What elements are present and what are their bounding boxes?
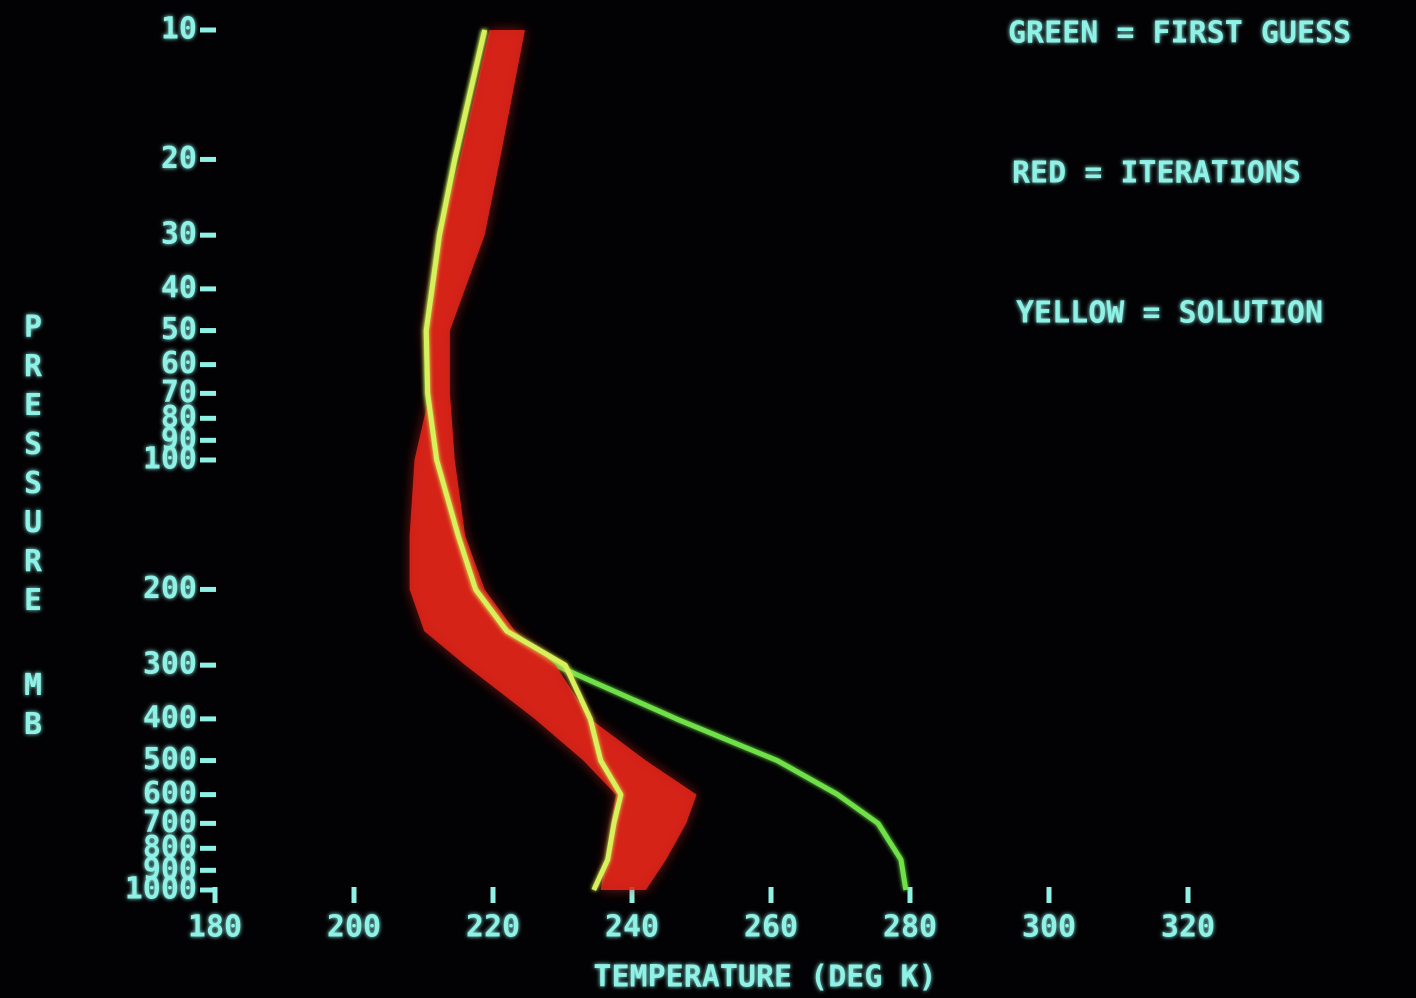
x-tick-label: 320	[1161, 910, 1215, 945]
x-tick-label: 280	[883, 910, 937, 945]
y-tick-label: 500	[143, 742, 197, 777]
y-axis-unit: MB	[16, 668, 51, 746]
x-tick-label: 180	[188, 910, 242, 945]
x-tick-label: 220	[466, 910, 520, 945]
legend-entry: RED = ITERATIONS	[1012, 156, 1301, 191]
y-tick-label: 200	[143, 571, 197, 606]
legend-entry: GREEN = FIRST GUESS	[1008, 16, 1351, 51]
y-axis-title: PRESSURE	[16, 310, 51, 622]
y-tick-label: 30	[161, 217, 197, 252]
y-tick-label: 50	[161, 312, 197, 347]
y-tick-label: 1000	[125, 872, 197, 907]
x-tick-label: 300	[1022, 910, 1076, 945]
y-tick-label: 400	[143, 700, 197, 735]
y-tick-label: 20	[161, 141, 197, 176]
x-tick-label: 200	[327, 910, 381, 945]
x-tick-label: 240	[605, 910, 659, 945]
y-tick-label: 40	[161, 270, 197, 305]
y-tick-label: 100	[143, 442, 197, 477]
x-axis-title: TEMPERATURE (DEG K)	[593, 960, 936, 995]
legend-entry: YELLOW = SOLUTION	[1016, 296, 1323, 331]
y-tick-label: 300	[143, 647, 197, 682]
chart: PRESSURE MB TEMPERATURE (DEG K) 10 20 30 40…	[0, 0, 1416, 998]
x-tick-label: 260	[744, 910, 798, 945]
y-tick-label: 10	[161, 12, 197, 47]
